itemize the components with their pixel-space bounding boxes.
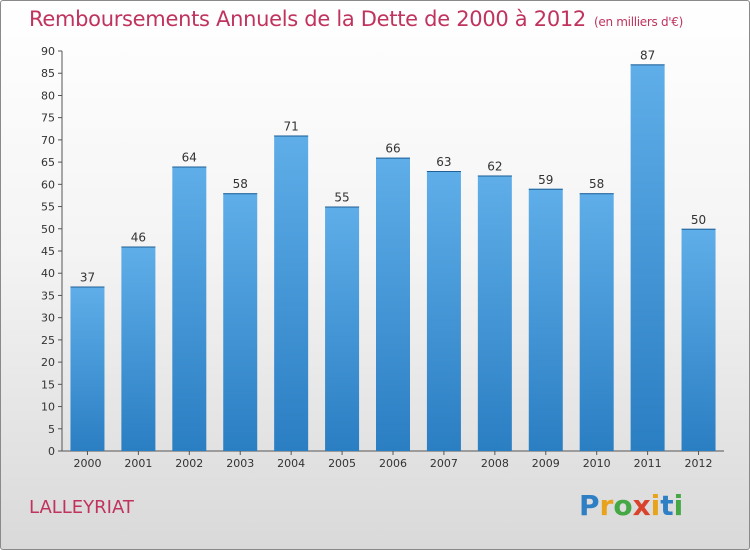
logo-letter: t bbox=[660, 489, 674, 522]
y-tick-label: 80 bbox=[41, 89, 55, 102]
chart-title: Remboursements Annuels de la Dette de 20… bbox=[29, 7, 683, 31]
logo-letter: r bbox=[599, 489, 614, 522]
bar-2008 bbox=[477, 175, 512, 451]
bar-value-label: 58 bbox=[589, 177, 604, 191]
x-tick-label: 2011 bbox=[634, 457, 662, 470]
bar-2006 bbox=[376, 157, 410, 451]
bar-2007 bbox=[426, 171, 461, 451]
bar-2010 bbox=[579, 193, 614, 451]
chart-title-text: Remboursements Annuels de la Dette de 20… bbox=[29, 7, 586, 31]
x-tick-label: 2001 bbox=[124, 457, 152, 470]
y-tick-label: 65 bbox=[41, 156, 55, 169]
bar-2000 bbox=[70, 286, 105, 451]
y-tick-label: 25 bbox=[41, 334, 55, 347]
y-tick-label: 60 bbox=[41, 178, 55, 191]
chart-subtitle: (en milliers d'€) bbox=[594, 15, 684, 29]
bar-value-label: 55 bbox=[334, 191, 349, 205]
bar-value-label: 66 bbox=[385, 142, 400, 156]
bar-2002 bbox=[172, 166, 207, 452]
y-tick-label: 5 bbox=[48, 423, 55, 436]
bar-2001 bbox=[121, 246, 156, 451]
commune-name: LALLEYRIAT bbox=[29, 497, 134, 518]
bar-value-label: 58 bbox=[233, 177, 248, 191]
bar-value-label: 71 bbox=[284, 119, 299, 133]
y-tick-label: 70 bbox=[41, 134, 55, 147]
x-tick-label: 2008 bbox=[481, 457, 509, 470]
chart-axes: 0 5 10 15 20 25 30 35 40 45 50 55 60 65 70 75 80 85 90 bbox=[41, 45, 724, 458]
logo-letter: x bbox=[632, 489, 651, 522]
y-tick-label: 75 bbox=[41, 112, 55, 125]
y-tick-label: 45 bbox=[41, 245, 55, 258]
x-tick-label: 2007 bbox=[430, 457, 458, 470]
bar-2004 bbox=[274, 135, 309, 451]
x-tick-label: 2006 bbox=[379, 457, 407, 470]
bar-value-label: 50 bbox=[691, 213, 706, 227]
bar-value-label: 59 bbox=[538, 173, 553, 187]
x-tick-label: 2000 bbox=[73, 457, 101, 470]
bar-value-label: 63 bbox=[436, 155, 451, 169]
logo-letter: i bbox=[673, 489, 684, 522]
proxiti-logo: Proxiti bbox=[579, 489, 683, 522]
bar-value-label: 64 bbox=[182, 151, 197, 165]
y-tick-label: 30 bbox=[41, 312, 55, 325]
y-tick-label: 10 bbox=[41, 401, 55, 414]
x-tick-label: 2002 bbox=[175, 457, 203, 470]
bar-2005 bbox=[325, 206, 360, 451]
x-tick-label: 2009 bbox=[532, 457, 560, 470]
y-tick-label: 40 bbox=[41, 267, 55, 280]
chart-labels: 37 2000 46 2001 64 2002 58 2003 71 2004 55 2005 66 20… bbox=[73, 48, 712, 470]
bar-value-label: 62 bbox=[487, 159, 502, 173]
y-tick-label: 35 bbox=[41, 289, 55, 302]
bar-2011 bbox=[630, 64, 665, 452]
x-tick-label: 2005 bbox=[328, 457, 356, 470]
bar-value-label: 37 bbox=[80, 271, 95, 285]
bar-value-label: 87 bbox=[640, 48, 655, 62]
bar-value-label: 46 bbox=[131, 231, 146, 245]
x-tick-label: 2004 bbox=[277, 457, 305, 470]
x-tick-label: 2010 bbox=[583, 457, 611, 470]
y-tick-label: 55 bbox=[41, 201, 55, 214]
chart-bars bbox=[70, 64, 716, 452]
y-tick-label: 90 bbox=[41, 45, 55, 58]
y-tick-label: 20 bbox=[41, 356, 55, 369]
bar-2003 bbox=[223, 193, 258, 451]
bar-2009 bbox=[528, 188, 563, 451]
y-tick-label: 85 bbox=[41, 67, 55, 80]
logo-letter: i bbox=[650, 489, 661, 522]
y-tick-label: 50 bbox=[41, 223, 55, 236]
y-tick-label: 0 bbox=[48, 445, 55, 458]
x-tick-label: 2003 bbox=[226, 457, 254, 470]
y-tick-label: 15 bbox=[41, 378, 55, 391]
x-tick-label: 2012 bbox=[685, 457, 713, 470]
bar-2012 bbox=[681, 228, 716, 451]
logo-letter: o bbox=[613, 489, 633, 522]
logo-letter: P bbox=[579, 489, 600, 522]
